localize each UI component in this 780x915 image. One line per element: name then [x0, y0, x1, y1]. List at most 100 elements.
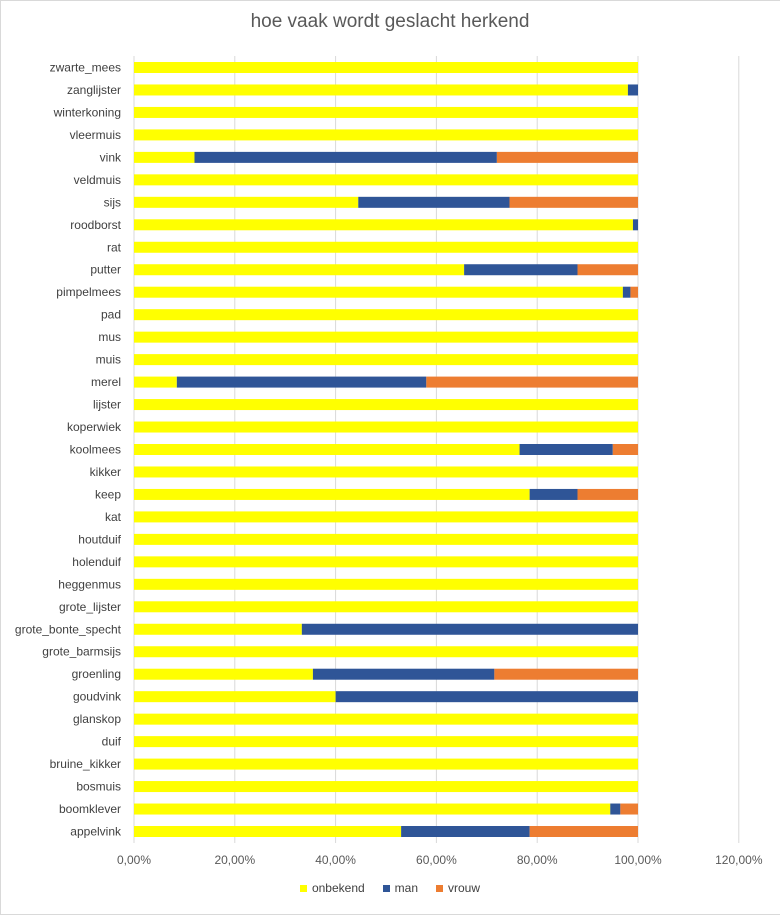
bar-onbekend: [134, 309, 638, 321]
category-label: pimpelmees: [56, 285, 121, 299]
bar-onbekend: [134, 106, 638, 118]
bar-onbekend: [134, 803, 611, 815]
bar-onbekend: [134, 556, 638, 568]
category-label: glanskop: [73, 712, 121, 726]
bar-vrouw: [509, 196, 638, 208]
category-label: koperwiek: [67, 420, 122, 434]
bar-onbekend: [134, 331, 638, 343]
bar-onbekend: [134, 466, 638, 478]
category-label: vink: [100, 150, 122, 164]
legend-label-vrouw: vrouw: [448, 881, 481, 895]
bar-vrouw: [529, 826, 638, 837]
bar-onbekend: [134, 421, 638, 433]
category-labels: appelvink boomklever bosmuis bruine_kikker d…: [15, 61, 122, 839]
category-label: grote_bonte_specht: [15, 622, 122, 636]
bar-onbekend: [134, 533, 638, 545]
legend-swatch-vrouw: [436, 884, 444, 892]
bar-onbekend: [134, 174, 638, 186]
bar-onbekend: [134, 623, 302, 635]
bar-onbekend: [134, 646, 638, 658]
bar-onbekend: [134, 399, 638, 411]
bar-man: [358, 196, 510, 208]
category-label: winterkoning: [53, 105, 121, 119]
bar-onbekend: [134, 264, 465, 276]
bar-man: [529, 488, 578, 500]
category-label: kat: [105, 510, 122, 524]
category-label: sijs: [104, 195, 121, 209]
bar-vrouw: [426, 376, 638, 388]
bar-onbekend: [134, 62, 638, 73]
bar-vrouw: [496, 151, 638, 163]
category-label: goudvink: [73, 690, 122, 704]
bar-man: [519, 444, 613, 455]
bar-onbekend: [134, 376, 177, 388]
x-axis-ticks: 0,00% 20,00% 40,00% 60,00% 80,00% 100,00% 120,…: [117, 853, 763, 867]
x-tick-label: 100,00%: [614, 853, 662, 867]
category-label: merel: [91, 375, 121, 389]
bar-vrouw: [630, 286, 638, 298]
category-label: pad: [101, 308, 121, 322]
bar-onbekend: [134, 129, 638, 141]
bar-man: [464, 264, 578, 276]
bar-vrouw: [620, 803, 638, 815]
bar-onbekend: [134, 601, 638, 613]
bar-man: [401, 826, 530, 837]
bar-onbekend: [134, 713, 638, 725]
bar-vrouw: [612, 444, 638, 455]
bar-vrouw: [577, 488, 638, 500]
category-label: lijster: [93, 398, 121, 412]
bar-onbekend: [134, 578, 638, 590]
category-label: grote_barmsijs: [42, 645, 121, 659]
legend-label-man: man: [394, 881, 419, 895]
category-label: muis: [96, 353, 121, 367]
bar-onbekend: [134, 219, 633, 231]
bar-man: [627, 84, 638, 96]
legend-item-vrouw: vrouw: [436, 881, 480, 895]
x-tick-label: 120,00%: [715, 853, 763, 867]
legend-item-onbekend: onbekend: [299, 881, 365, 895]
bar-onbekend: [134, 758, 638, 770]
x-tick-label: 80,00%: [517, 853, 558, 867]
bar-vrouw: [494, 668, 638, 680]
bar-onbekend: [134, 826, 402, 837]
category-label: putter: [90, 263, 121, 277]
bar-onbekend: [134, 511, 638, 523]
bar-onbekend: [134, 668, 313, 680]
bar-man: [632, 219, 638, 231]
bar-vrouw: [577, 264, 638, 276]
category-label: koolmees: [70, 443, 121, 457]
bar-man: [335, 691, 638, 703]
category-label: bosmuis: [76, 780, 121, 794]
bar-onbekend: [134, 781, 638, 793]
category-label: houtduif: [78, 532, 121, 546]
legend-swatch-onbekend: [299, 884, 307, 892]
category-label: duif: [102, 735, 122, 749]
category-label: kikker: [90, 465, 121, 479]
x-tick-label: 40,00%: [315, 853, 356, 867]
category-label: heggenmus: [58, 577, 121, 591]
bar-man: [312, 668, 495, 680]
bar-onbekend: [134, 736, 638, 748]
category-label: grote_lijster: [59, 600, 121, 614]
legend-label-onbekend: onbekend: [311, 881, 365, 895]
bar-onbekend: [134, 151, 195, 163]
legend: onbekend man vrouw: [0, 881, 780, 895]
bar-onbekend: [134, 444, 520, 455]
category-label: appelvink: [70, 825, 122, 839]
category-label: holenduif: [72, 555, 121, 569]
bar-onbekend: [134, 488, 530, 500]
bar-onbekend: [134, 196, 359, 208]
category-label: mus: [98, 330, 121, 344]
bar-onbekend: [134, 691, 336, 703]
bar-man: [610, 803, 621, 815]
bars: [134, 62, 638, 837]
category-label: zanglijster: [67, 83, 121, 97]
category-label: keep: [95, 487, 121, 501]
chart-title: hoe vaak wordt geslacht herkend: [250, 11, 530, 32]
category-label: veldmuis: [74, 173, 121, 187]
category-label: roodborst: [70, 218, 121, 232]
category-label: rat: [107, 240, 122, 254]
bar-onbekend: [134, 241, 638, 253]
bar-onbekend: [134, 354, 638, 366]
